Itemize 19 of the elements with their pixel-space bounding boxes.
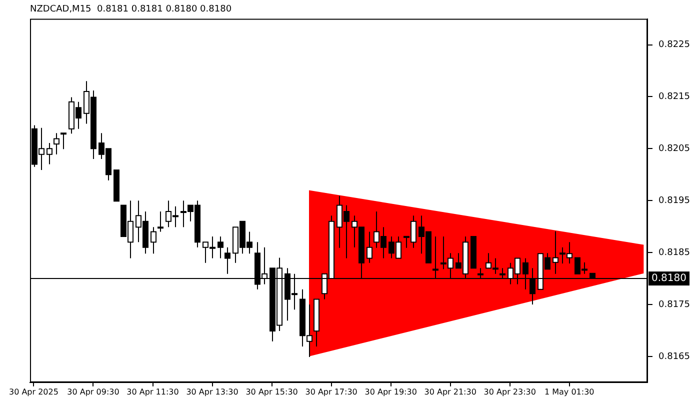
x-tick-label: 30 Apr 13:30 (186, 387, 238, 396)
y-tick-label: 0.8195 (658, 196, 690, 206)
x-tick-label: 30 Apr 23:30 (484, 387, 536, 396)
x-tick-label: 30 Apr 19:30 (364, 387, 417, 396)
y-tick-label: 0.8175 (658, 300, 690, 310)
chart-title: NZDCAD,M15 0.8181 0.8181 0.8180 0.8180 (30, 4, 232, 15)
ref-line-label: 0.8180 (652, 273, 687, 284)
y-tick-label: 0.8185 (658, 248, 690, 258)
y-tick-label: 0.8165 (658, 352, 690, 362)
x-tick-label: 30 Apr 15:30 (246, 387, 298, 396)
x-tick-label: 30 Apr 11:30 (126, 387, 179, 396)
y-tick-label: 0.8225 (658, 40, 690, 50)
x-tick-label: 30 Apr 17:30 (305, 387, 358, 396)
x-tick-label: 30 Apr 09:30 (67, 387, 120, 396)
x-tick-label: 1 May 01:30 (544, 387, 594, 396)
x-tick-label: 30 Apr 21:30 (424, 387, 476, 396)
y-tick-label: 0.8215 (658, 92, 690, 102)
x-tick-label: 30 Apr 2025 (8, 387, 58, 396)
y-tick-label: 0.8205 (658, 144, 690, 154)
